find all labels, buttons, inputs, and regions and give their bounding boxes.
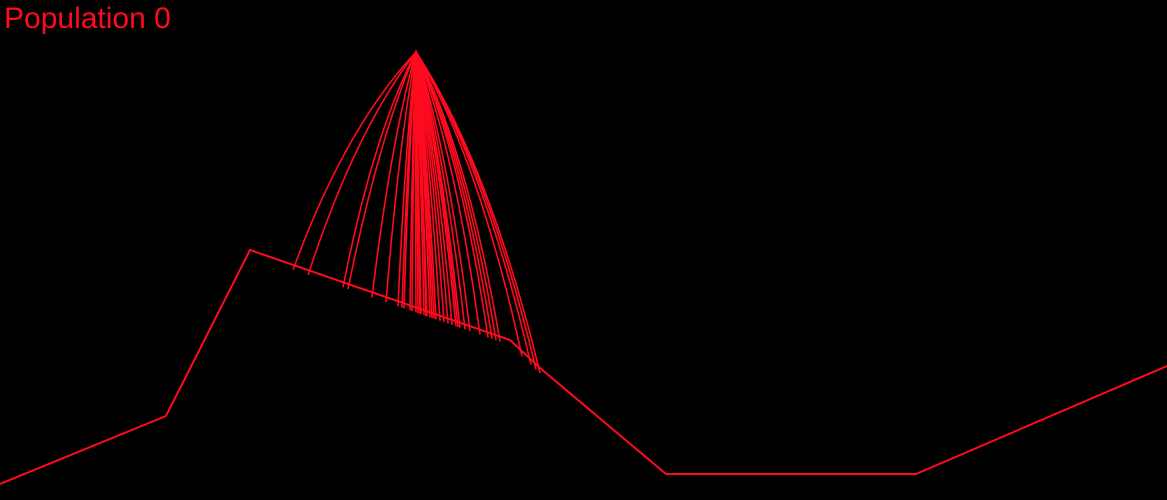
- trajectory-line: [292, 51, 417, 271]
- trajectory-line: [385, 51, 417, 303]
- trajectory-line: [347, 51, 417, 290]
- trajectory-line: [415, 51, 481, 335]
- trajectory-line: [342, 51, 417, 288]
- trajectory-line: [415, 51, 466, 330]
- terrain-line: [0, 248, 1167, 485]
- trajectory-line: [415, 51, 435, 319]
- trajectory-line: [415, 51, 459, 328]
- trajectory-line: [415, 51, 427, 316]
- trajectory-line: [415, 51, 471, 332]
- trajectory-line: [415, 51, 421, 314]
- trajectory-line: [415, 51, 523, 357]
- projectile-trajectories: [292, 49, 541, 374]
- population-label: Population 0: [4, 2, 171, 35]
- launch-point-marker: [412, 49, 420, 58]
- trajectory-line: [411, 51, 417, 312]
- trajectory-line: [307, 51, 417, 276]
- trajectory-line: [371, 51, 417, 298]
- trajectory-line: [415, 51, 449, 324]
- trajectory-line: [415, 51, 541, 374]
- trajectory-line: [415, 51, 501, 342]
- trajectory-line: [401, 51, 417, 308]
